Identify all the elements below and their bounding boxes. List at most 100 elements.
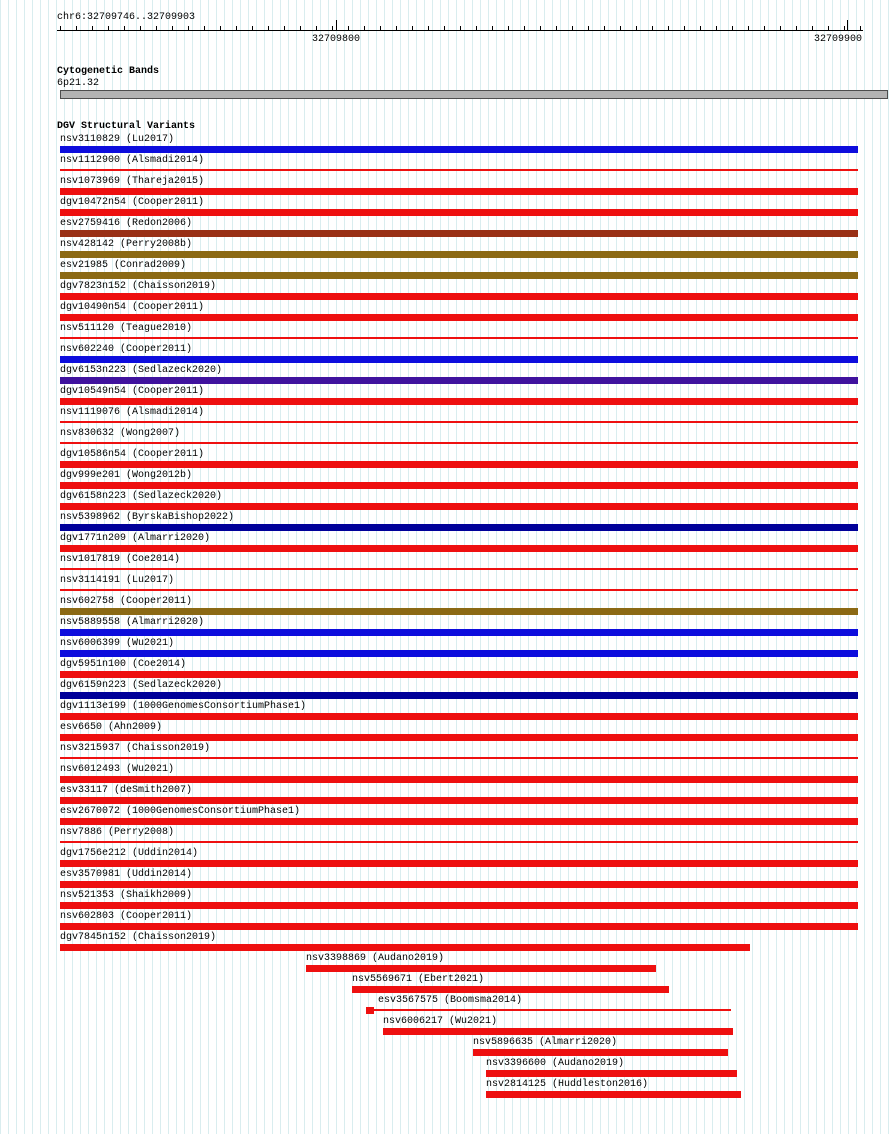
variant-bar[interactable] [60, 251, 858, 258]
variant-bar[interactable] [60, 776, 858, 783]
ruler-minor-tick [828, 26, 829, 30]
variant-label[interactable]: nsv6006399 (Wu2021) [60, 638, 175, 649]
variant-bar[interactable] [60, 398, 858, 405]
variant-bar[interactable] [60, 293, 858, 300]
variant-bar[interactable] [60, 461, 858, 468]
variant-label[interactable]: nsv1119076 (Alsmadi2014) [60, 407, 205, 418]
ruler-minor-tick [364, 26, 365, 30]
variant-bar[interactable] [60, 757, 858, 759]
ruler-minor-tick [668, 26, 669, 30]
variant-bar[interactable] [60, 188, 858, 195]
variant-label[interactable]: nsv602240 (Cooper2011) [60, 344, 193, 355]
variant-bar[interactable] [60, 818, 858, 825]
variant-bar[interactable] [352, 986, 669, 993]
variant-bar[interactable] [60, 482, 858, 489]
variant-label[interactable]: dgv999e201 (Wong2012b) [60, 470, 193, 481]
variant-label[interactable]: dgv10549n54 (Cooper2011) [60, 386, 205, 397]
variant-bar[interactable] [60, 860, 858, 867]
variant-label[interactable]: nsv3398869 (Audano2019) [306, 953, 445, 964]
variant-bar[interactable] [60, 692, 858, 699]
variant-bar[interactable] [60, 146, 858, 153]
ruler-minor-tick [844, 26, 845, 30]
variant-bar[interactable] [60, 568, 858, 570]
variant-bar[interactable] [60, 841, 858, 843]
variant-label[interactable]: esv33117 (deSmith2007) [60, 785, 193, 796]
variant-bar[interactable] [60, 230, 858, 237]
variant-label[interactable]: nsv1073969 (Thareja2015) [60, 176, 205, 187]
variant-bar[interactable] [473, 1049, 728, 1056]
variant-bar[interactable] [60, 944, 750, 951]
variant-label[interactable]: nsv511120 (Teague2010) [60, 323, 193, 334]
variant-label[interactable]: dgv1771n209 (Almarri2020) [60, 533, 211, 544]
variant-label[interactable]: nsv3110829 (Lu2017) [60, 134, 175, 145]
variant-label[interactable]: nsv6006217 (Wu2021) [383, 1016, 498, 1027]
variant-label[interactable]: nsv428142 (Perry2008b) [60, 239, 193, 250]
variant-bar[interactable] [60, 797, 858, 804]
variant-label[interactable]: esv21985 (Conrad2009) [60, 260, 187, 271]
variant-bar[interactable] [60, 377, 858, 384]
variant-bar[interactable] [60, 650, 858, 657]
variant-label[interactable]: dgv10472n54 (Cooper2011) [60, 197, 205, 208]
variant-label[interactable]: dgv6158n223 (Sedlazeck2020) [60, 491, 223, 502]
variant-label[interactable]: nsv3215937 (Chaisson2019) [60, 743, 211, 754]
variant-label[interactable]: esv2759416 (Redon2006) [60, 218, 193, 229]
variant-label[interactable]: dgv7845n152 (Chaisson2019) [60, 932, 217, 943]
variant-label[interactable]: dgv10586n54 (Cooper2011) [60, 449, 205, 460]
variant-label[interactable]: nsv602803 (Cooper2011) [60, 911, 193, 922]
variant-label[interactable]: dgv6153n223 (Sedlazeck2020) [60, 365, 223, 376]
variant-bar[interactable] [60, 881, 858, 888]
variant-bar[interactable] [60, 314, 858, 321]
variant-bar[interactable] [60, 169, 858, 171]
variant-bar[interactable] [60, 524, 858, 531]
variant-label[interactable]: nsv7886 (Perry2008) [60, 827, 175, 838]
variant-label[interactable]: dgv6159n223 (Sedlazeck2020) [60, 680, 223, 691]
variant-bar[interactable] [60, 421, 858, 423]
variant-bar[interactable] [366, 1009, 731, 1011]
variant-label[interactable]: nsv2814125 (Huddleston2016) [486, 1079, 649, 1090]
variant-label[interactable]: nsv1112900 (Alsmadi2014) [60, 155, 205, 166]
variant-label[interactable]: nsv830632 (Wong2007) [60, 428, 181, 439]
variant-bar[interactable] [60, 629, 858, 636]
variant-label[interactable]: nsv1017819 (Coe2014) [60, 554, 181, 565]
ruler-minor-tick [636, 26, 637, 30]
variant-bar[interactable] [60, 902, 858, 909]
variant-bar[interactable] [60, 608, 858, 615]
variant-bar[interactable] [60, 503, 858, 510]
variant-label[interactable]: dgv10490n54 (Cooper2011) [60, 302, 205, 313]
variant-label[interactable]: nsv602758 (Cooper2011) [60, 596, 193, 607]
variant-bar[interactable] [306, 965, 656, 972]
variant-label[interactable]: esv6650 (Ahn2009) [60, 722, 163, 733]
variant-bar[interactable] [486, 1091, 741, 1098]
variant-bar[interactable] [60, 442, 858, 444]
variant-label[interactable]: dgv7823n152 (Chaisson2019) [60, 281, 217, 292]
variant-bar[interactable] [60, 272, 858, 279]
variant-bar[interactable] [60, 545, 858, 552]
variant-label[interactable]: nsv5398962 (ByrskaBishop2022) [60, 512, 235, 523]
variant-bar[interactable] [383, 1028, 733, 1035]
variant-bar[interactable] [60, 923, 858, 930]
variant-label[interactable]: dgv1113e199 (1000GenomesConsortiumPhase1… [60, 701, 307, 712]
variant-bar[interactable] [60, 337, 858, 339]
variant-label[interactable]: nsv5889558 (Almarri2020) [60, 617, 205, 628]
variant-label[interactable]: dgv1756e212 (Uddin2014) [60, 848, 199, 859]
variant-bar[interactable] [486, 1070, 737, 1077]
variant-bar[interactable] [60, 356, 858, 363]
variant-label[interactable]: esv3567575 (Boomsma2014) [378, 995, 523, 1006]
ruler-minor-tick [764, 26, 765, 30]
variant-label[interactable]: esv2670072 (1000GenomesConsortiumPhase1) [60, 806, 301, 817]
variant-label[interactable]: dgv5951n100 (Coe2014) [60, 659, 187, 670]
variant-label[interactable]: nsv5569671 (Ebert2021) [352, 974, 485, 985]
variant-bar[interactable] [60, 671, 858, 678]
variant-label[interactable]: nsv5896635 (Almarri2020) [473, 1037, 618, 1048]
variant-bar[interactable] [60, 734, 858, 741]
variant-bar[interactable] [60, 589, 858, 591]
cytoband-bar[interactable] [60, 90, 888, 99]
variant-label[interactable]: nsv521353 (Shaikh2009) [60, 890, 193, 901]
variant-label[interactable]: nsv6012493 (Wu2021) [60, 764, 175, 775]
variant-bar[interactable] [60, 209, 858, 216]
variant-label[interactable]: esv3570981 (Uddin2014) [60, 869, 193, 880]
variant-label[interactable]: nsv3396600 (Audano2019) [486, 1058, 625, 1069]
variant-bar[interactable] [60, 713, 858, 720]
variant-bar-cap[interactable] [366, 1007, 374, 1014]
variant-label[interactable]: nsv3114191 (Lu2017) [60, 575, 175, 586]
